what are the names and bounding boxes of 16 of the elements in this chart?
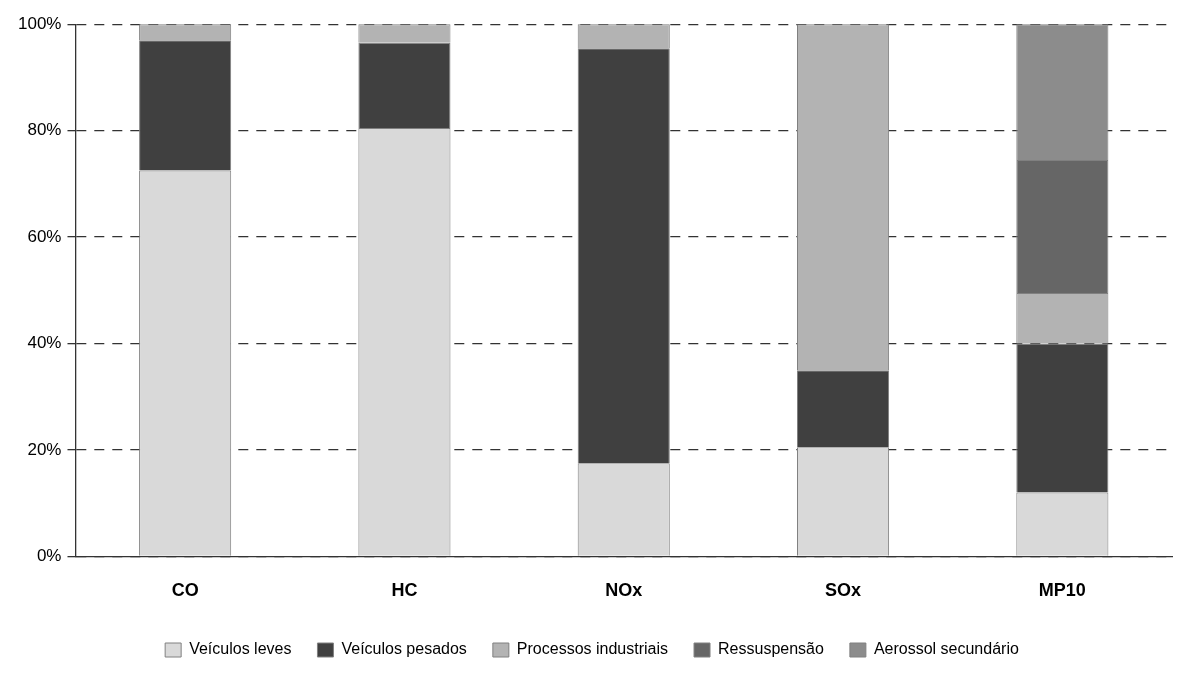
- y-tick-label: 0%: [36, 546, 62, 566]
- y-tick-label: 80%: [27, 120, 62, 140]
- x-tick-label: MP10: [1038, 580, 1086, 601]
- y-tick-label: 60%: [27, 226, 62, 246]
- y-tick-label: 20%: [27, 439, 62, 459]
- y-tick-label: 100%: [18, 13, 62, 33]
- legend-label: Veículos pesados: [341, 640, 467, 658]
- x-tick-label: CO: [171, 580, 199, 601]
- legend-label: Processos industriais: [516, 640, 669, 658]
- x-tick-label: HC: [391, 580, 418, 601]
- y-tick-label: 40%: [27, 333, 62, 353]
- legend-label: Veículos leves: [189, 640, 292, 658]
- legend-label: Aerossol secundário: [873, 640, 1019, 658]
- x-tick-label: SOx: [825, 580, 862, 601]
- legend-label: Ressuspensão: [718, 640, 824, 658]
- x-tick-label: NOx: [605, 580, 643, 601]
